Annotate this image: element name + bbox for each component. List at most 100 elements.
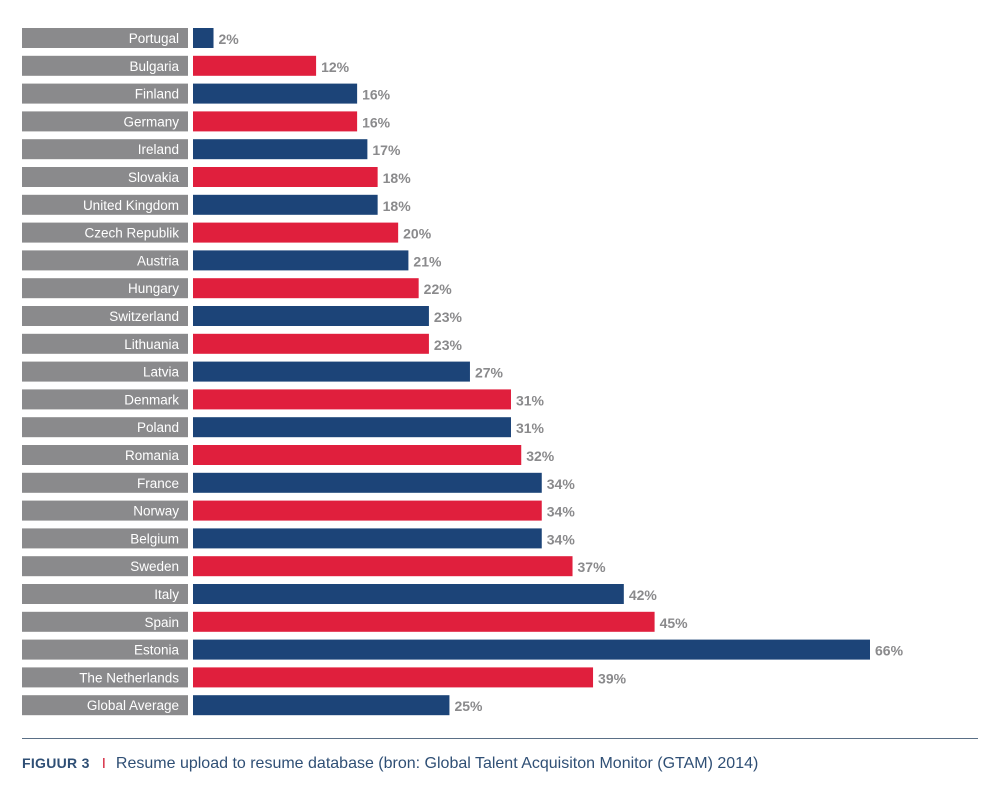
category-label: France — [137, 476, 179, 491]
category-label-box — [22, 361, 188, 382]
caption-text: Resume upload to resume database (bron: … — [115, 755, 759, 772]
category-label-box — [22, 528, 188, 549]
bar — [193, 584, 624, 604]
category-label-box — [22, 695, 188, 716]
figure-caption: FIGUUR 3 I Resume upload to resume databas… — [22, 755, 758, 773]
value-label: 20% — [403, 226, 432, 242]
category-label-box — [22, 389, 188, 410]
category-label-box — [22, 278, 188, 299]
bar — [193, 389, 511, 410]
category-label: Austria — [137, 253, 180, 268]
value-label: 17% — [372, 142, 401, 158]
category-label-box — [22, 28, 188, 48]
value-label: 66% — [875, 643, 904, 659]
bar — [193, 417, 511, 438]
category-label: Denmark — [124, 392, 179, 407]
bar-chart: Portugal 2% Bulgaria 12% Finland 16% Germany 16… — [22, 28, 904, 716]
bar — [193, 222, 399, 243]
bar — [193, 250, 409, 271]
value-label: 34% — [547, 476, 576, 492]
value-label: 34% — [547, 504, 576, 520]
bar — [193, 333, 429, 354]
category-label: Germany — [123, 114, 179, 129]
category-label: Norway — [133, 504, 179, 519]
category-label-box — [22, 500, 188, 521]
value-label: 31% — [516, 392, 545, 408]
category-label-box — [22, 306, 188, 326]
category-label: Poland — [137, 420, 179, 435]
caption-separator: I — [101, 755, 106, 772]
bar — [193, 111, 358, 132]
value-label: 27% — [475, 365, 504, 381]
value-label: 16% — [362, 114, 391, 130]
category-label: Latvia — [143, 365, 180, 380]
category-label: Hungary — [128, 281, 179, 296]
category-label: Estonia — [134, 643, 180, 658]
category-label: Switzerland — [109, 309, 179, 324]
category-label-box — [22, 556, 188, 577]
value-label: 39% — [598, 670, 627, 686]
category-label: Czech Republik — [84, 226, 179, 241]
category-label: Romania — [125, 448, 180, 463]
bar — [193, 472, 542, 493]
value-label: 42% — [629, 587, 658, 603]
category-label: Lithuania — [124, 337, 179, 352]
category-label-box — [22, 445, 188, 465]
category-label: Slovakia — [128, 170, 180, 185]
category-label-box — [22, 55, 188, 76]
category-label-box — [22, 222, 188, 243]
category-label-box — [22, 250, 188, 271]
category-label: The Netherlands — [79, 670, 179, 685]
value-label: 45% — [660, 615, 689, 631]
bar — [193, 83, 358, 104]
category-label: Portugal — [129, 31, 179, 46]
bar — [193, 639, 870, 660]
figure-label: FIGUUR 3 — [22, 755, 90, 771]
category-label: Ireland — [138, 142, 179, 157]
bar — [193, 194, 378, 215]
value-label: 21% — [413, 253, 442, 269]
category-label: Italy — [154, 587, 179, 602]
bar — [193, 55, 317, 76]
bar — [193, 28, 214, 48]
category-label-box — [22, 417, 188, 438]
bar — [193, 695, 450, 716]
category-label: Belgium — [130, 531, 179, 546]
value-label: 2% — [219, 31, 240, 47]
category-label: United Kingdom — [83, 198, 179, 213]
category-label-box — [22, 333, 188, 354]
value-label: 23% — [434, 337, 463, 353]
category-label-box — [22, 584, 188, 604]
category-label-box — [22, 472, 188, 493]
bar — [193, 500, 542, 521]
category-label-box — [22, 167, 188, 187]
category-label: Sweden — [130, 559, 179, 574]
category-label-box — [22, 139, 188, 160]
category-label-box — [22, 83, 188, 104]
category-label-box — [22, 194, 188, 215]
category-label-box — [22, 611, 188, 632]
bar — [193, 167, 378, 187]
bar — [193, 445, 522, 465]
bar — [193, 528, 542, 549]
bar — [193, 556, 573, 577]
category-label: Bulgaria — [129, 59, 179, 74]
value-label: 37% — [578, 559, 607, 575]
value-label: 31% — [516, 420, 545, 436]
value-label: 16% — [362, 87, 391, 103]
category-label-box — [22, 667, 188, 688]
value-label: 23% — [434, 309, 463, 325]
value-label: 34% — [547, 531, 576, 547]
bar — [193, 139, 368, 160]
bar — [193, 306, 429, 326]
value-label: 18% — [383, 198, 412, 214]
value-label: 18% — [383, 170, 412, 186]
category-label: Spain — [144, 615, 179, 630]
value-label: 22% — [424, 281, 453, 297]
bar — [193, 667, 594, 688]
category-label-box — [22, 111, 188, 132]
category-label: Global Average — [87, 698, 179, 713]
caption-divider — [22, 738, 978, 739]
category-label-box — [22, 639, 188, 660]
value-label: 25% — [454, 698, 483, 714]
